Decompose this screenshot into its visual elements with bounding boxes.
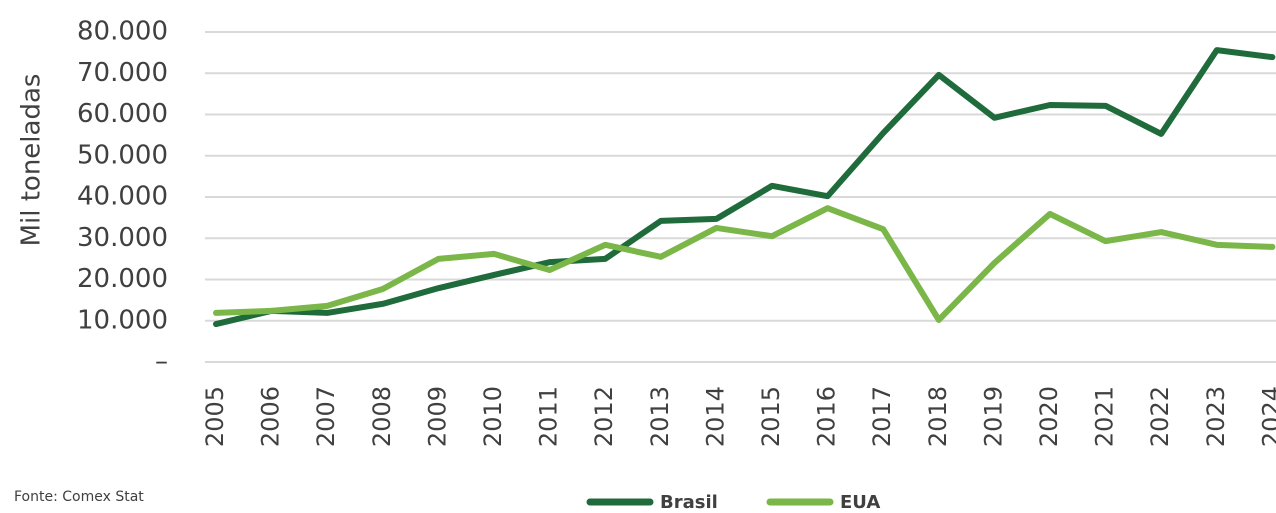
x-tick-label: 2023 xyxy=(1202,386,1230,447)
y-tick-label: 60.000 xyxy=(77,99,168,129)
x-tick-label: 2012 xyxy=(590,386,618,447)
x-tick-label: 2016 xyxy=(813,386,841,447)
legend-label: Brasil xyxy=(660,492,718,513)
x-tick-label: 2022 xyxy=(1146,386,1174,447)
legend-label: EUA xyxy=(840,492,880,513)
x-tick-label: 2024 xyxy=(1257,386,1276,447)
y-tick-label: 80.000 xyxy=(77,17,168,47)
x-tick-label: 2019 xyxy=(979,386,1007,447)
x-tick-label: 2015 xyxy=(757,386,785,447)
x-tick-label: 2017 xyxy=(868,386,896,447)
x-tick-label: 2020 xyxy=(1035,386,1063,447)
y-tick-label: 20.000 xyxy=(77,264,168,294)
y-tick-label: – xyxy=(155,347,168,377)
y-tick-label: 10.000 xyxy=(77,305,168,335)
y-tick-label: 50.000 xyxy=(77,140,168,170)
x-tick-label: 2009 xyxy=(423,386,451,447)
y-tick-label: 70.000 xyxy=(77,58,168,88)
x-tick-label: 2008 xyxy=(368,386,396,447)
x-tick-label: 2021 xyxy=(1091,386,1119,447)
y-tick-label: 30.000 xyxy=(77,223,168,253)
series-line xyxy=(213,47,1276,328)
y-axis-title: Mil toneladas xyxy=(17,74,47,247)
x-tick-label: 2007 xyxy=(312,386,340,447)
x-tick-label: 2006 xyxy=(257,386,285,447)
x-tick-label: 2018 xyxy=(924,386,952,447)
x-tick-label: 2013 xyxy=(646,386,674,447)
x-tick-label: 2014 xyxy=(701,386,729,447)
source: Fonte: Comex Stat xyxy=(14,489,144,505)
series-line xyxy=(213,205,1276,323)
x-tick-label: 2005 xyxy=(201,386,229,447)
x-tick-label: 2011 xyxy=(535,386,563,447)
x-tick-label: 2010 xyxy=(479,386,507,447)
y-tick-label: 40.000 xyxy=(77,182,168,212)
